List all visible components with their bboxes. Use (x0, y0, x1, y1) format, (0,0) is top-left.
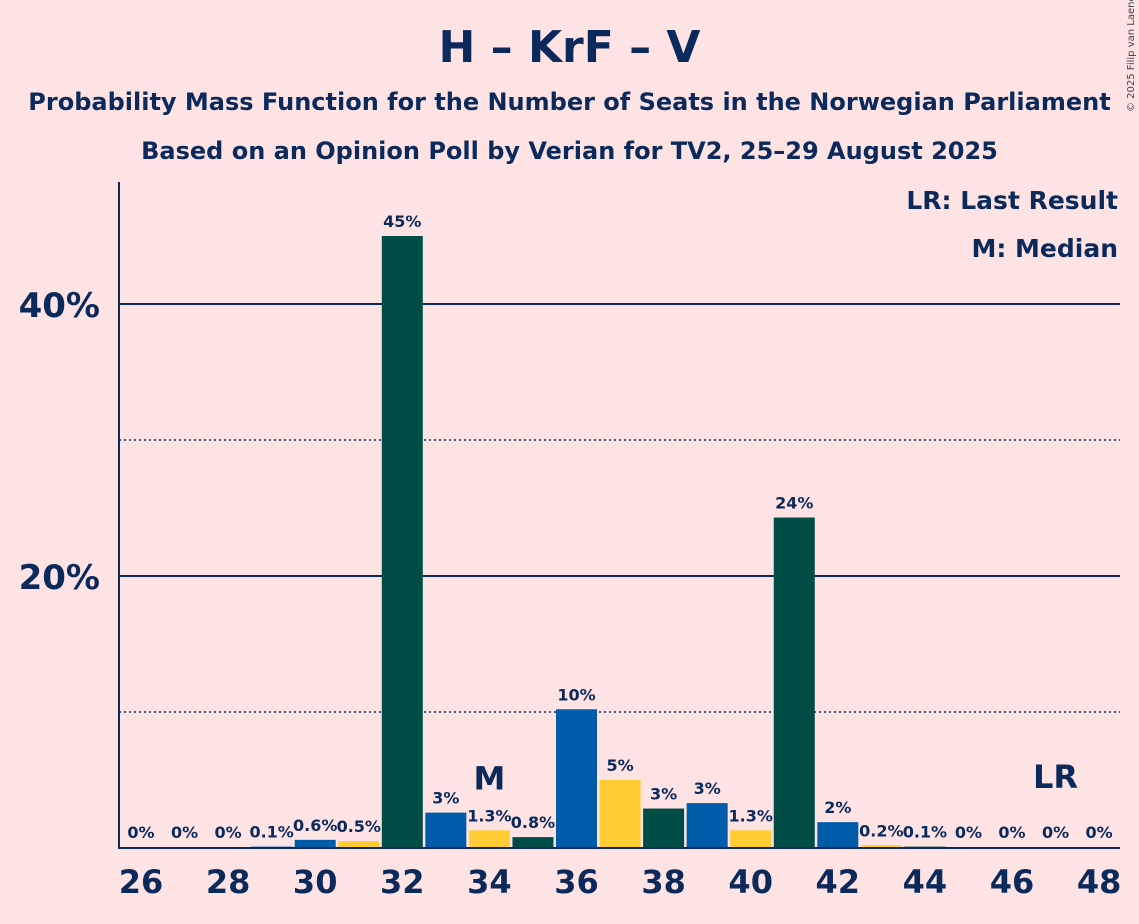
bar-value-label: 10% (557, 685, 595, 704)
y-tick-label: 20% (19, 558, 100, 598)
bar-value-label: 0% (127, 823, 154, 842)
y-axis-tick-labels: 20% 40% (19, 286, 100, 598)
x-tick-label: 34 (467, 863, 512, 901)
gridlines (119, 303, 1120, 713)
x-tick-label: 30 (293, 863, 338, 901)
x-tick-label: 36 (554, 863, 599, 901)
median-marker: M (473, 759, 505, 797)
chart-subtitle: Probability Mass Function for the Number… (28, 88, 1111, 116)
x-axis-tick-labels: 26 28 30 32 34 36 38 40 42 44 46 48 (119, 863, 1122, 901)
bar-value-label: 5% (606, 756, 633, 775)
legend-last-result: LR: Last Result (906, 186, 1118, 215)
bar-value-label: 0.2% (859, 821, 903, 840)
bar-value-label: 0.1% (903, 823, 947, 842)
bar (381, 236, 423, 848)
bar (425, 812, 467, 848)
bar (556, 709, 597, 848)
legend-median: M: Median (971, 234, 1118, 263)
bar (599, 780, 641, 848)
x-tick-label: 32 (380, 863, 425, 901)
bar (338, 841, 380, 848)
chart-source-line: Based on an Opinion Poll by Verian for T… (141, 137, 998, 165)
last-result-marker: LR (1033, 758, 1078, 796)
bar-value-label: 0% (171, 823, 198, 842)
bar-value-label: 0.6% (293, 816, 337, 835)
bar (512, 837, 554, 848)
x-tick-label: 28 (206, 863, 251, 901)
bar-value-label: 0.5% (337, 817, 381, 836)
bar-value-label: 0% (955, 823, 982, 842)
bar-value-label: 45% (383, 212, 421, 231)
bar-value-label: 3% (694, 779, 721, 798)
bar-value-label: 0% (215, 823, 242, 842)
bar-value-label: 0% (1042, 823, 1069, 842)
bar (686, 803, 728, 848)
bar (773, 517, 815, 848)
x-tick-label: 26 (119, 863, 164, 901)
bar-value-label: 0% (998, 823, 1025, 842)
bar-value-label: 3% (650, 785, 677, 804)
bar (294, 839, 336, 848)
x-tick-label: 46 (990, 863, 1035, 901)
bar-value-label: 24% (775, 494, 813, 513)
x-tick-label: 38 (641, 863, 686, 901)
bar-value-label: 0% (1086, 823, 1113, 842)
x-tick-label: 44 (903, 863, 948, 901)
bar-value-label: 0.8% (511, 813, 555, 832)
bar (817, 822, 859, 848)
x-tick-label: 40 (728, 863, 773, 901)
bar-value-label: 0.1% (249, 823, 293, 842)
y-tick-label: 40% (19, 286, 100, 326)
chart-title: H – KrF – V (438, 22, 701, 73)
bar (468, 830, 510, 848)
bar-value-label: 1.3% (467, 806, 511, 825)
bar (860, 845, 902, 848)
bar (643, 808, 685, 848)
bar-value-label: 2% (824, 798, 851, 817)
bar-value-labels: 0% 0% 0% 0.1% 0.6% 0.5%45%3%1.3% 0.8%10%5%3% 3%… (127, 212, 1112, 842)
bar (730, 830, 772, 848)
x-tick-label: 48 (1077, 863, 1122, 901)
bar-series (251, 236, 946, 848)
bar-value-label: 1.3% (729, 806, 773, 825)
x-tick-label: 42 (816, 863, 861, 901)
bar-value-label: 3% (432, 789, 459, 808)
